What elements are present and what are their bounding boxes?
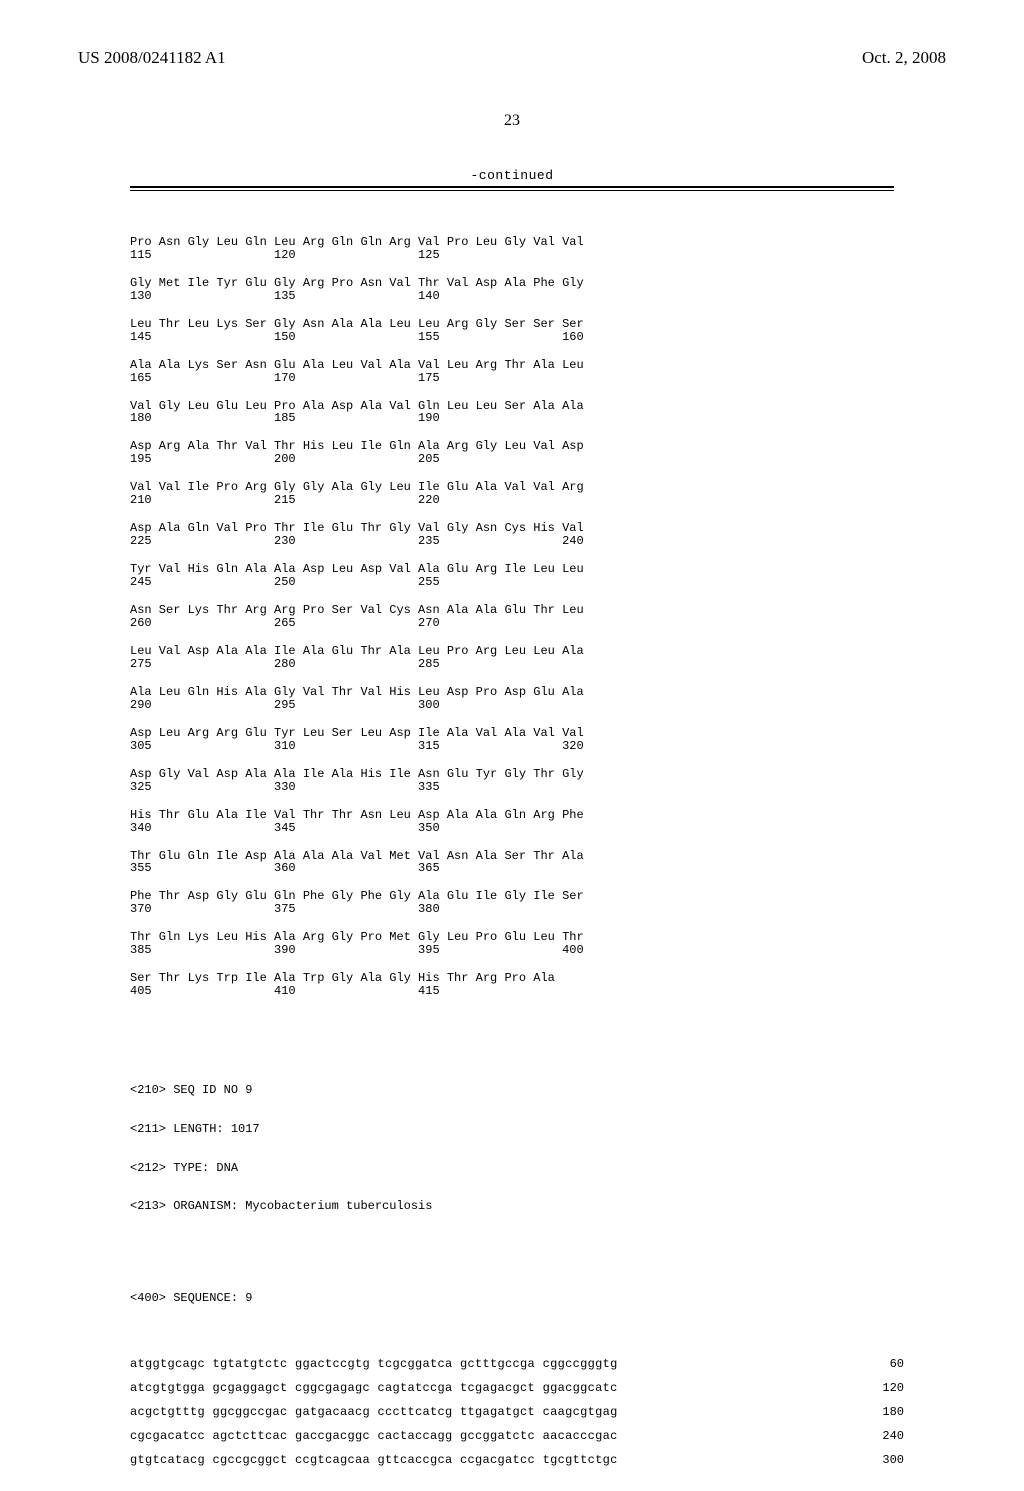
continued-label: -continued	[130, 168, 894, 183]
seq-meta-line: <211> LENGTH: 1017	[130, 1123, 904, 1136]
page-header: US 2008/0241182 A1 Oct. 2, 2008	[0, 48, 1024, 68]
dna-position: 120	[858, 1382, 904, 1395]
dna-sequence: cgcgacatcc agctcttcac gaccgacggc cactacc…	[130, 1430, 618, 1443]
page-number: 23	[0, 112, 1024, 130]
protein-block: Tyr Val His Gln Ala Ala Asp Leu Asp Val …	[130, 563, 904, 589]
sequence-400-line: <400> SEQUENCE: 9	[130, 1292, 904, 1305]
protein-position-row: 275 280 285	[130, 658, 904, 671]
protein-aa-row: Leu Thr Leu Lys Ser Gly Asn Ala Ala Leu …	[130, 318, 904, 331]
protein-position-row: 385 390 395 400	[130, 944, 904, 957]
protein-block: Phe Thr Asp Gly Glu Gln Phe Gly Phe Gly …	[130, 890, 904, 916]
protein-block: Ala Leu Gln His Ala Gly Val Thr Val His …	[130, 686, 904, 712]
dna-sequence: gtgtcatacg cgccgcggct ccgtcagcaa gttcacc…	[130, 1454, 618, 1467]
protein-aa-row: Asp Gly Val Asp Ala Ala Ile Ala His Ile …	[130, 768, 904, 781]
protein-position-row: 290 295 300	[130, 699, 904, 712]
protein-block: Leu Val Asp Ala Ala Ile Ala Glu Thr Ala …	[130, 645, 904, 671]
dna-sequence: atggtgcagc tgtatgtctc ggactccgtg tcgcgga…	[130, 1358, 618, 1371]
protein-position-row: 325 330 335	[130, 781, 904, 794]
dna-sequence: acgctgtttg ggcggccgac gatgacaacg cccttca…	[130, 1406, 618, 1419]
protein-position-row: 115 120 125	[130, 249, 904, 262]
protein-block: Asn Ser Lys Thr Arg Arg Pro Ser Val Cys …	[130, 604, 904, 630]
protein-position-row: 145 150 155 160	[130, 331, 904, 344]
dna-position: 300	[858, 1454, 904, 1467]
protein-position-row: 245 250 255	[130, 576, 904, 589]
seq-meta-line: <213> ORGANISM: Mycobacterium tuberculos…	[130, 1200, 904, 1213]
sequence-listing: Pro Asn Gly Leu Gln Leu Arg Gln Gln Arg …	[130, 210, 904, 1491]
protein-block: Leu Thr Leu Lys Ser Gly Asn Ala Ala Leu …	[130, 318, 904, 344]
dna-row: atcgtgtgga gcgaggagct cggcgagagc cagtatc…	[130, 1382, 904, 1395]
publication-number: US 2008/0241182 A1	[78, 48, 226, 68]
protein-aa-row: Leu Val Asp Ala Ala Ile Ala Glu Thr Ala …	[130, 645, 904, 658]
dna-row: gtgtcatacg cgccgcggct ccgtcagcaa gttcacc…	[130, 1454, 904, 1467]
dna-position: 180	[858, 1406, 904, 1419]
protein-aa-row: Ala Leu Gln His Ala Gly Val Thr Val His …	[130, 686, 904, 699]
continued-rule	[130, 186, 894, 191]
publication-date: Oct. 2, 2008	[862, 48, 946, 68]
protein-block: Asp Ala Gln Val Pro Thr Ile Glu Thr Gly …	[130, 522, 904, 548]
protein-block: Pro Asn Gly Leu Gln Leu Arg Gln Gln Arg …	[130, 236, 904, 262]
protein-position-row: 210 215 220	[130, 494, 904, 507]
dna-position: 240	[858, 1430, 904, 1443]
protein-aa-row: Gly Met Ile Tyr Glu Gly Arg Pro Asn Val …	[130, 277, 904, 290]
protein-position-row: 340 345 350	[130, 822, 904, 835]
continued-block: -continued	[130, 168, 894, 191]
protein-position-row: 180 185 190	[130, 412, 904, 425]
protein-block: His Thr Glu Ala Ile Val Thr Thr Asn Leu …	[130, 809, 904, 835]
protein-block: Asp Gly Val Asp Ala Ala Ile Ala His Ile …	[130, 768, 904, 794]
protein-block: Gly Met Ile Tyr Glu Gly Arg Pro Asn Val …	[130, 277, 904, 303]
dna-row: cgcgacatcc agctcttcac gaccgacggc cactacc…	[130, 1430, 904, 1443]
protein-aa-row: Ala Ala Lys Ser Asn Glu Ala Leu Val Ala …	[130, 359, 904, 372]
protein-block: Asp Arg Ala Thr Val Thr His Leu Ile Gln …	[130, 440, 904, 466]
protein-block: Ala Ala Lys Ser Asn Glu Ala Leu Val Ala …	[130, 359, 904, 385]
protein-position-row: 195 200 205	[130, 453, 904, 466]
seq-meta-block: <210> SEQ ID NO 9 <211> LENGTH: 1017 <21…	[130, 1058, 904, 1239]
protein-position-row: 370 375 380	[130, 903, 904, 916]
protein-block: Thr Gln Lys Leu His Ala Arg Gly Pro Met …	[130, 931, 904, 957]
protein-block: Thr Glu Gln Ile Asp Ala Ala Ala Val Met …	[130, 850, 904, 876]
dna-position: 60	[866, 1358, 904, 1371]
protein-block: Val Gly Leu Glu Leu Pro Ala Asp Ala Val …	[130, 400, 904, 426]
protein-aa-row: His Thr Glu Ala Ile Val Thr Thr Asn Leu …	[130, 809, 904, 822]
seq-meta-line: <210> SEQ ID NO 9	[130, 1084, 904, 1097]
dna-row: atggtgcagc tgtatgtctc ggactccgtg tcgcgga…	[130, 1358, 904, 1371]
protein-position-row: 225 230 235 240	[130, 535, 904, 548]
protein-position-row: 130 135 140	[130, 290, 904, 303]
protein-block: Asp Leu Arg Arg Glu Tyr Leu Ser Leu Asp …	[130, 727, 904, 753]
protein-block: Val Val Ile Pro Arg Gly Gly Ala Gly Leu …	[130, 481, 904, 507]
dna-row: acgctgtttg ggcggccgac gatgacaacg cccttca…	[130, 1406, 904, 1419]
seq-meta-line: <212> TYPE: DNA	[130, 1162, 904, 1175]
protein-position-row: 305 310 315 320	[130, 740, 904, 753]
protein-aa-row: Asp Leu Arg Arg Glu Tyr Leu Ser Leu Asp …	[130, 727, 904, 740]
protein-block: Ser Thr Lys Trp Ile Ala Trp Gly Ala Gly …	[130, 972, 904, 998]
protein-aa-row: Pro Asn Gly Leu Gln Leu Arg Gln Gln Arg …	[130, 236, 904, 249]
dna-sequence: atcgtgtgga gcgaggagct cggcgagagc cagtatc…	[130, 1382, 618, 1395]
protein-position-row: 165 170 175	[130, 372, 904, 385]
protein-position-row: 355 360 365	[130, 862, 904, 875]
protein-position-row: 405 410 415	[130, 985, 904, 998]
protein-position-row: 260 265 270	[130, 617, 904, 630]
